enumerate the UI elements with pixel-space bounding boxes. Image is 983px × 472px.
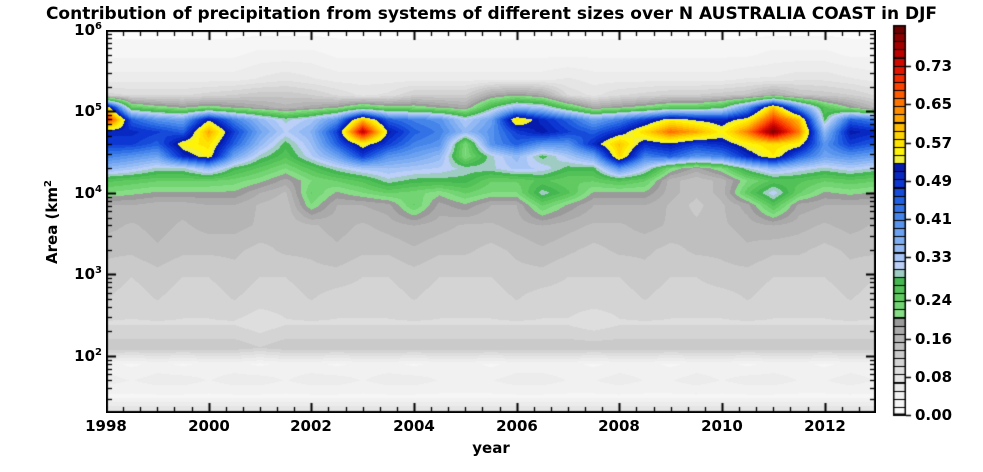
x-tick-label: 1998: [85, 417, 127, 435]
contour-plot-canvas: [106, 30, 876, 413]
y-tick-base: 10: [74, 347, 96, 365]
colorbar-tick-label: 0.65: [915, 95, 953, 113]
colorbar-tick-label: 0.57: [915, 134, 953, 152]
x-tick-label: 2004: [393, 417, 435, 435]
y-tick-label: 103: [40, 264, 102, 284]
colorbar-tick-label: 0.41: [915, 210, 953, 228]
x-tick-label: 2012: [804, 417, 846, 435]
colorbar-tick-label: 0.08: [915, 368, 953, 386]
y-tick-exponent: 5: [95, 102, 102, 113]
y-tick-base: 10: [74, 21, 96, 39]
colorbar-tick-label: 0.16: [915, 330, 953, 348]
x-tick-label: 2000: [188, 417, 230, 435]
y-tick-exponent: 3: [95, 265, 102, 276]
y-tick-exponent: 4: [95, 184, 102, 195]
y-tick-label: 104: [40, 183, 102, 203]
y-tick-base: 10: [74, 184, 96, 202]
y-tick-exponent: 6: [95, 21, 102, 32]
chart-title: Contribution of precipitation from syste…: [45, 4, 938, 24]
y-tick-label: 105: [40, 101, 102, 121]
y-tick-exponent: 2: [95, 347, 102, 358]
x-tick-label: 2006: [496, 417, 538, 435]
y-tick-base: 10: [74, 102, 96, 120]
y-tick-label: 102: [40, 346, 102, 366]
y-tick-base: 10: [74, 265, 96, 283]
x-tick-label: 2010: [701, 417, 743, 435]
colorbar-tick-label: 0.49: [915, 172, 953, 190]
x-axis-label: year: [472, 439, 510, 457]
y-tick-label: 106: [40, 20, 102, 40]
colorbar-canvas: [892, 23, 918, 419]
colorbar-tick-label: 0.24: [915, 291, 953, 309]
colorbar-tick-label: 0.33: [915, 248, 953, 266]
x-tick-label: 2008: [598, 417, 640, 435]
colorbar-tick-label: 0.00: [915, 406, 953, 424]
x-tick-label: 2002: [290, 417, 332, 435]
colorbar-tick-label: 0.73: [915, 57, 953, 75]
